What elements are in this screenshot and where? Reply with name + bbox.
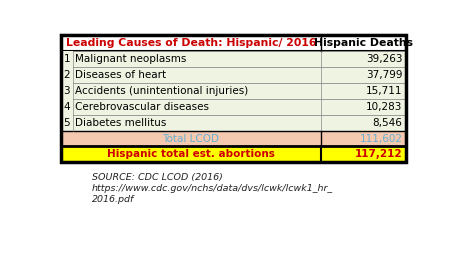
Text: Cerebrovascular diseases: Cerebrovascular diseases	[75, 102, 209, 112]
Bar	[61, 99, 73, 115]
Text: 2016.pdf: 2016.pdf	[92, 195, 134, 204]
Text: 4: 4	[64, 102, 70, 112]
Bar	[61, 35, 405, 51]
Text: https://www.cdc.gov/nchs/data/dvs/lcwk/lcwk1_hr_: https://www.cdc.gov/nchs/data/dvs/lcwk/l…	[92, 184, 333, 193]
Text: Accidents (unintentional injuries): Accidents (unintentional injuries)	[75, 86, 248, 96]
Bar	[61, 51, 405, 67]
Bar	[61, 67, 73, 83]
Text: 15,711: 15,711	[366, 86, 403, 96]
Text: 1: 1	[64, 54, 70, 64]
Text: 117,212: 117,212	[355, 149, 403, 159]
Text: 5: 5	[64, 118, 70, 128]
Bar	[61, 146, 405, 162]
Text: Diseases of heart: Diseases of heart	[75, 70, 166, 80]
Text: Diabetes mellitus: Diabetes mellitus	[75, 118, 166, 128]
Bar	[61, 51, 73, 67]
Text: 111,602: 111,602	[359, 134, 403, 144]
Text: 8,546: 8,546	[373, 118, 403, 128]
Text: 3: 3	[64, 86, 70, 96]
Text: 10,283: 10,283	[366, 102, 403, 112]
Text: Leading Causes of Death: Hispanic/ 2016: Leading Causes of Death: Hispanic/ 2016	[66, 38, 316, 48]
Text: 2: 2	[64, 70, 70, 80]
Bar	[61, 99, 405, 115]
Bar	[61, 83, 405, 99]
Bar	[61, 130, 405, 146]
Bar	[61, 35, 405, 162]
Text: Malignant neoplasms: Malignant neoplasms	[75, 54, 186, 64]
Text: 37,799: 37,799	[366, 70, 403, 80]
Text: Hispanic Deaths: Hispanic Deaths	[314, 38, 413, 48]
Bar	[61, 67, 405, 83]
Text: SOURCE: CDC LCOD (2016): SOURCE: CDC LCOD (2016)	[92, 173, 222, 182]
Bar	[61, 115, 405, 130]
Text: Total LCOD: Total LCOD	[162, 134, 219, 144]
Text: Hispanic total est. abortions: Hispanic total est. abortions	[107, 149, 275, 159]
Bar	[61, 83, 73, 99]
Text: 39,263: 39,263	[366, 54, 403, 64]
Bar	[61, 115, 73, 130]
